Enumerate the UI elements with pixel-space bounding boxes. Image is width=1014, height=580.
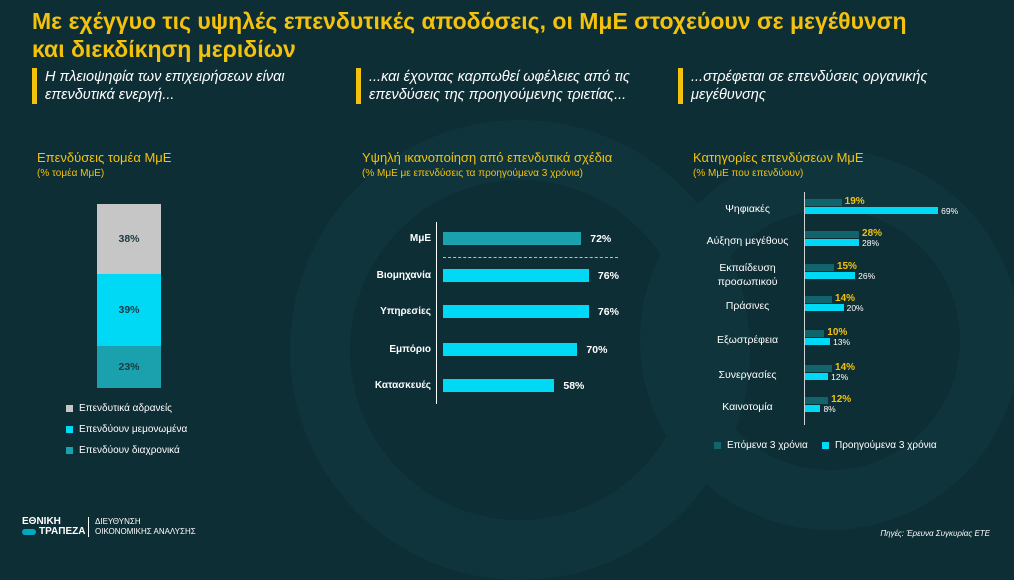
value-next-3y: 19% <box>845 196 865 207</box>
stack-segment: 39% <box>97 274 161 346</box>
legend-item: Επενδύουν μεμονωμένα <box>66 424 187 435</box>
stack-segment: 23% <box>97 346 161 388</box>
legend-item: Επόμενα 3 χρόνια <box>714 440 808 451</box>
source-note: Πηγές: Έρευνα Συγκυρίας ΕΤΕ <box>880 529 990 538</box>
dept-line-1: ΔΙΕΥΘΥΝΣΗ <box>95 517 196 527</box>
bar-next-3y <box>805 397 828 404</box>
value-prev-3y: 13% <box>833 337 850 347</box>
dept-line-2: ΟΙΚΟΝΟΜΙΚΗΣ ΑΝΑΛΥΣΗΣ <box>95 527 196 537</box>
chart2-title: Υψηλή ικανοποίηση από επενδυτικά σχέδια <box>362 150 612 165</box>
category-label: Ψηφιακές <box>690 202 805 216</box>
legend-label: Επόμενα 3 χρόνια <box>727 440 808 451</box>
bar <box>443 379 554 392</box>
bar-prev-3y <box>805 338 830 345</box>
chart2-divider <box>443 257 618 258</box>
value-prev-3y: 20% <box>847 303 864 313</box>
legend-label: Προηγούμενα 3 χρόνια <box>835 440 937 451</box>
category-label: Συνεργασίες <box>690 368 805 382</box>
page-title: Με εχέγγυο τις υψηλές επενδυτικές αποδόσ… <box>32 7 932 63</box>
chart1-title: Επενδύσεις τομέα ΜμΕ <box>37 150 171 165</box>
bar-prev-3y <box>805 272 855 279</box>
bar-prev-3y <box>805 373 828 380</box>
legend-item: Επενδυτικά αδρανείς <box>66 403 172 414</box>
quote-1: Η πλειοψηφία των επιχειρήσεων είναι επεν… <box>32 68 335 104</box>
bar-prev-3y <box>805 405 820 412</box>
value-next-3y: 15% <box>837 261 857 272</box>
category-label: Αύξηση μεγέθους <box>690 234 805 248</box>
legend-item: Προηγούμενα 3 χρόνια <box>822 440 937 451</box>
stack-segment: 38% <box>97 204 161 274</box>
category-label: Καινοτομία <box>690 400 805 414</box>
bar-next-3y <box>805 296 832 303</box>
legend-swatch <box>822 442 829 449</box>
bar-prev-3y <box>805 304 844 311</box>
legend-swatch <box>66 426 73 433</box>
category-label: ΜμΕ <box>311 233 431 244</box>
chart3-title: Κατηγορίες επενδύσεων ΜμΕ <box>693 150 864 165</box>
value-label: 72% <box>590 233 611 245</box>
category-label: Υπηρεσίες <box>311 306 431 317</box>
quote-2: ...και έχοντας καρπωθεί ωφέλειες από τις… <box>356 68 669 104</box>
chart2-axis <box>436 222 437 404</box>
category-label: Εκπαίδευση προσωπικού <box>690 261 805 289</box>
value-label: 76% <box>598 306 619 318</box>
value-prev-3y: 12% <box>831 372 848 382</box>
logo-swoosh-icon <box>22 529 36 535</box>
quote-3: ...στρέφεται σε επενδύσεις οργανικής μεγ… <box>678 68 971 104</box>
bar <box>443 305 589 318</box>
value-prev-3y: 26% <box>858 271 875 281</box>
category-label: Πράσινες <box>690 299 805 313</box>
bar-next-3y <box>805 365 832 372</box>
bar <box>443 343 577 356</box>
category-label: Εξωστρέφεια <box>690 333 805 347</box>
chart3-subtitle: (% ΜμΕ που επενδύουν) <box>693 168 803 179</box>
bar <box>443 232 581 245</box>
value-label: 58% <box>563 380 584 392</box>
category-label: Κατασκευές <box>311 380 431 391</box>
chart2-subtitle: (% ΜμΕ με επενδύσεις τα προηγούμενα 3 χρ… <box>362 168 583 179</box>
legend-label: Επενδύουν μεμονωμένα <box>79 424 187 435</box>
value-prev-3y: 69% <box>941 206 958 216</box>
logo-line-2: ΤΡΑΠΕΖΑ <box>39 527 85 537</box>
chart1-subtitle: (% τομέα ΜμΕ) <box>37 168 104 179</box>
legend-item: Επενδύουν διαχρονικά <box>66 445 180 456</box>
bar-next-3y <box>805 264 834 271</box>
bar-next-3y <box>805 199 842 206</box>
category-label: Εμπόριο <box>311 344 431 355</box>
value-prev-3y: 8% <box>823 404 835 414</box>
legend-label: Επενδυτικά αδρανείς <box>79 403 172 414</box>
department-label: ΔΙΕΥΘΥΝΣΗ ΟΙΚΟΝΟΜΙΚΗΣ ΑΝΑΛΥΣΗΣ <box>88 517 196 537</box>
value-label: 76% <box>598 270 619 282</box>
value-prev-3y: 28% <box>862 238 879 248</box>
bar-next-3y <box>805 330 824 337</box>
legend-swatch <box>714 442 721 449</box>
category-label: Βιομηχανία <box>311 270 431 281</box>
legend-label: Επενδύουν διαχρονικά <box>79 445 180 456</box>
legend-swatch <box>66 405 73 412</box>
bank-logo: ΕΘΝΙΚΗ ΤΡΑΠΕΖΑ <box>22 517 85 537</box>
legend-swatch <box>66 447 73 454</box>
bar <box>443 269 589 282</box>
bar-next-3y <box>805 231 859 238</box>
bar-prev-3y <box>805 239 859 246</box>
bar-prev-3y <box>805 207 938 214</box>
value-label: 70% <box>586 344 607 356</box>
logo-line-2-wrap: ΤΡΑΠΕΖΑ <box>22 527 85 537</box>
